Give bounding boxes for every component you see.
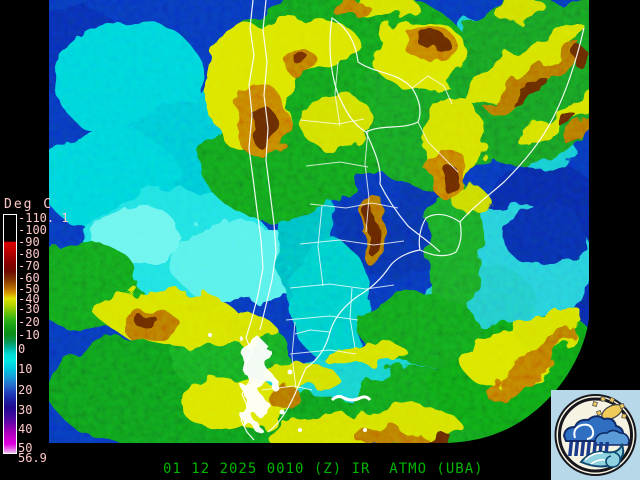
scale-label: -40 (18, 292, 40, 306)
temperature-colorbar (3, 214, 17, 454)
scale-label: 0 (18, 342, 26, 356)
scale-label: -100 (18, 223, 47, 237)
brazil-coastline (459, 27, 585, 223)
parana-river-border (365, 131, 441, 253)
scale-label: 30 (18, 403, 33, 417)
sun-icon (592, 396, 627, 420)
map-borders (240, 0, 585, 441)
andes-border (259, 0, 277, 331)
scale-label: -20 (18, 315, 40, 329)
province-borders (261, 61, 459, 391)
scale-label: -10 (18, 328, 40, 342)
cloud-icon (562, 415, 630, 446)
scale-label: 10 (18, 362, 33, 376)
pacific-coastline (240, 0, 264, 441)
colorbar-gradient (4, 215, 16, 453)
scale-label: -50 (18, 282, 40, 296)
scale-label: 56.9 (18, 451, 47, 465)
wave-icon (579, 442, 625, 468)
scale-label: -60 (18, 271, 40, 285)
scale-label: 20 (18, 383, 33, 397)
timestamp-text: 01 12 2025 0010 (Z) IR ATMO (UBA) (163, 461, 484, 477)
scale-label: 40 (18, 422, 33, 436)
colorbar-title: Deg C (4, 197, 54, 212)
scale-label: -110. 1 (18, 211, 69, 225)
atmo-uba-logo (551, 390, 640, 480)
scale-label: -80 (18, 247, 40, 261)
logo-inner-ring (558, 397, 633, 473)
scale-label: -90 (18, 235, 40, 249)
scale-label: -70 (18, 259, 40, 273)
noise-texture (49, 0, 589, 443)
scale-label: -30 (18, 302, 40, 316)
scale-label: 50 (18, 441, 33, 455)
